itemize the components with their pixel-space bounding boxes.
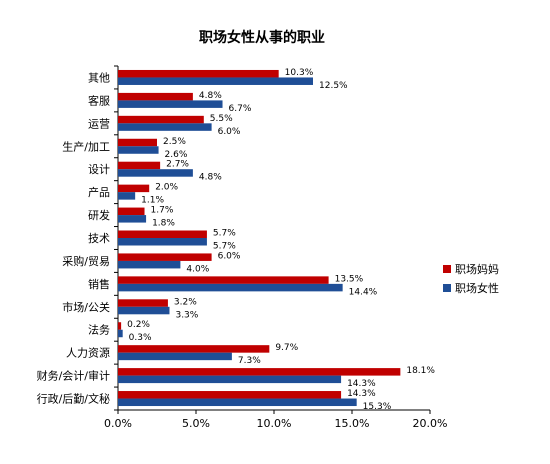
data-label: 5.5%	[210, 114, 233, 124]
data-label: 14.3%	[347, 379, 376, 389]
category-label: 产品	[88, 185, 110, 199]
data-label: 12.5%	[319, 81, 348, 91]
bar-series1	[118, 299, 168, 307]
category-label: 行政/后勤/文秘	[37, 392, 110, 406]
bar-series2	[118, 375, 342, 384]
data-label: 1.1%	[141, 196, 164, 206]
bar-series2	[118, 238, 207, 246]
data-label: 2.6%	[165, 150, 188, 160]
data-label: 5.7%	[213, 242, 236, 252]
x-tick-label: 10.0%	[257, 417, 292, 430]
data-label: 14.4%	[349, 287, 378, 297]
category-label: 客服	[88, 93, 110, 107]
category-label: 采购/贸易	[62, 254, 110, 268]
bar-series2	[118, 169, 193, 177]
bar-series1	[118, 230, 207, 238]
bar-series1	[118, 184, 150, 193]
bar-series2	[118, 260, 181, 269]
plot-area: 0.0% 5.0% 10.0% 15.0% 20.0% 其他 10.3% 12.5% 客服 4.8…	[37, 65, 448, 430]
data-label: 4.0%	[186, 264, 209, 274]
bar-series1	[118, 345, 270, 353]
bar-series1	[118, 207, 145, 216]
bar-series1	[118, 391, 342, 399]
bar-series2	[118, 146, 159, 154]
bar-series2	[118, 306, 170, 315]
category-label: 运营	[88, 116, 110, 130]
data-label: 3.3%	[175, 310, 198, 320]
bar-series2	[118, 192, 136, 200]
legend-label: 职场妈妈	[455, 262, 499, 276]
bar-series1	[118, 368, 401, 376]
data-label: 15.3%	[363, 402, 392, 412]
bar-series1	[118, 138, 157, 147]
bar-series1	[118, 253, 212, 261]
bar-series2	[118, 283, 343, 292]
legend-swatch	[443, 265, 451, 273]
data-label: 3.2%	[174, 297, 197, 307]
category-label: 人力资源	[66, 346, 110, 360]
bar-series1	[118, 92, 193, 101]
bar-series2	[118, 215, 147, 223]
category-label: 法务	[88, 323, 110, 337]
category-label: 生产/加工	[62, 139, 110, 153]
legend-label: 职场女性	[455, 281, 499, 295]
data-label: 5.7%	[213, 229, 236, 239]
chart-title: 职场女性从事的职业	[199, 29, 325, 46]
data-label: 9.7%	[275, 343, 298, 353]
bar-series1	[118, 322, 122, 330]
data-label: 13.5%	[335, 274, 364, 284]
data-label: 2.5%	[163, 137, 186, 147]
data-label: 6.0%	[218, 127, 241, 137]
x-tick-label: 0.0%	[104, 417, 132, 430]
data-label: 4.8%	[199, 173, 222, 183]
data-label: 2.7%	[166, 160, 189, 170]
category-label: 财务/会计/审计	[37, 369, 110, 383]
data-label: 2.0%	[155, 183, 178, 193]
bar-series2	[118, 329, 123, 338]
category-label: 技术	[88, 232, 110, 245]
data-label: 1.7%	[151, 206, 174, 216]
data-label: 0.3%	[129, 333, 152, 343]
x-tick-label: 5.0%	[182, 417, 210, 430]
bar-series2	[118, 77, 313, 85]
x-tick-label: 20.0%	[413, 417, 448, 430]
data-label: 7.3%	[238, 356, 261, 366]
category-label: 设计	[88, 163, 110, 176]
bar-series2	[118, 123, 212, 131]
data-label: 18.1%	[406, 366, 435, 376]
data-label: 0.2%	[127, 320, 150, 330]
data-label: 6.0%	[218, 251, 241, 261]
category-label: 其他	[88, 71, 110, 84]
bar-series2	[118, 398, 357, 407]
data-label: 1.8%	[152, 219, 175, 229]
bar-series1	[118, 161, 161, 170]
data-label: 4.8%	[199, 91, 222, 101]
category-label: 研发	[88, 208, 110, 222]
bar-series1	[118, 115, 204, 124]
category-label: 销售	[88, 277, 110, 291]
x-tick-label: 15.0%	[335, 417, 370, 430]
data-label: 6.7%	[229, 104, 252, 114]
bar-series2	[118, 352, 232, 361]
legend-swatch	[443, 284, 451, 292]
bar-series1	[118, 276, 329, 284]
bar-series1	[118, 69, 279, 78]
data-label: 14.3%	[347, 389, 376, 399]
category-label: 市场/公关	[62, 300, 110, 314]
bar-series2	[118, 100, 223, 108]
data-label: 10.3%	[285, 68, 314, 78]
